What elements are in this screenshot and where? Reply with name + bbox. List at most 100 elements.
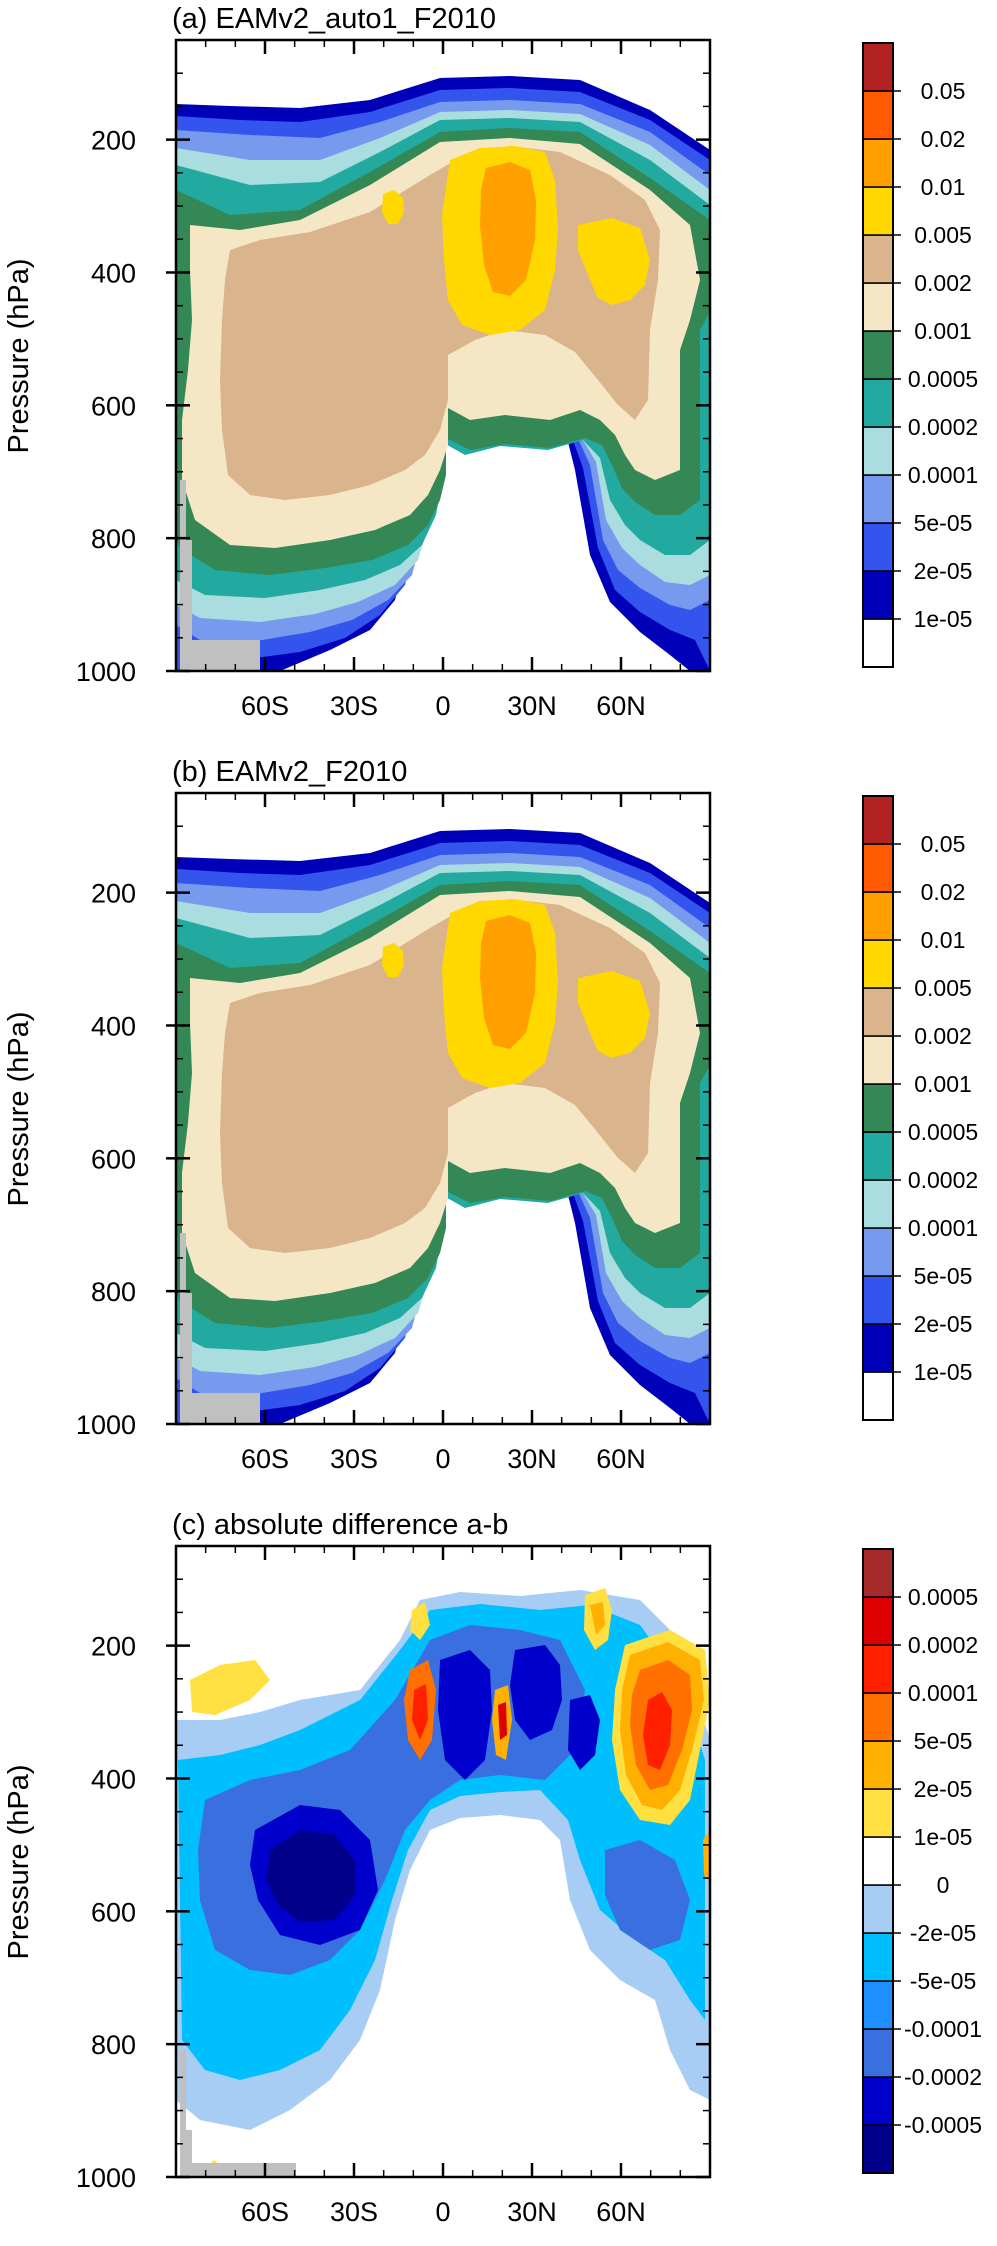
y-tick-label: 200: [91, 1632, 136, 1662]
panel-b-y-axis-label: Pressure (hPa): [3, 1011, 35, 1206]
contour-5e-03-nh: [578, 218, 650, 305]
panel-c: (c) absolute difference a-b: [3, 1509, 982, 2227]
colorbar-label: -0.0002: [904, 2064, 982, 2090]
colorbar-swatch: [862, 795, 894, 845]
colorbar-swatch: [862, 1035, 894, 1085]
y-tick-label: 1000: [76, 1410, 136, 1440]
diff-neg-navy-sh: [266, 1830, 355, 1922]
y-tick-label: 600: [91, 391, 136, 421]
colorbar-label: 0: [937, 1872, 950, 1898]
x-tick-label: 30N: [507, 2197, 557, 2227]
colorbar-label: 0.0005: [908, 1119, 978, 1145]
x-tick-label: 30N: [507, 1444, 557, 1474]
missing-data-mask: [180, 2050, 296, 2177]
colorbar-label: 2e-05: [914, 558, 973, 584]
contour-1e-02: [480, 915, 536, 1049]
panel-a-axes: 200 400 600 800 1000 60S 30S 0 30N 60N: [76, 40, 710, 721]
diff-pos-red-trop2: [498, 1702, 507, 1740]
colorbar-swatch: [862, 2124, 894, 2174]
y-tick-label: 200: [91, 879, 136, 909]
colorbar-swatch: [862, 1275, 894, 1325]
colorbar-swatch: [862, 426, 894, 476]
x-tick-label: 30S: [330, 691, 378, 721]
colorbar-label: 0.0001: [908, 1215, 978, 1241]
colorbar-label: 2e-05: [914, 1776, 973, 1802]
colorbar-swatch: [862, 330, 894, 380]
colorbar-swatch: [862, 843, 894, 893]
diff-pos-orange-edge: [703, 1830, 710, 1880]
panel-c-y-axis-label: Pressure (hPa): [3, 1764, 35, 1959]
colorbar-swatch: [862, 1644, 894, 1694]
colorbar-label: 0.0001: [908, 462, 978, 488]
colorbar-swatch: [862, 1932, 894, 1982]
colorbar-swatch: [862, 1227, 894, 1277]
y-tick-label: 400: [91, 1764, 136, 1794]
colorbar-swatch: [862, 1740, 894, 1790]
colorbar-swatch: [862, 891, 894, 941]
colorbar-label: 2e-05: [914, 1311, 973, 1337]
panel-a-title: (a) EAMv2_auto1_F2010: [172, 3, 496, 35]
colorbar-swatch: [862, 1836, 894, 1886]
panel-c-title: (c) absolute difference a-b: [172, 1509, 508, 1541]
colorbar-label: 5e-05: [914, 1263, 973, 1289]
colorbar-label: 0.001: [914, 318, 972, 344]
colorbar-label: 0.01: [921, 927, 966, 953]
panel-b-contours: [176, 829, 710, 1424]
colorbar-label: -2e-05: [910, 1920, 976, 1946]
y-tick-label: 600: [91, 1897, 136, 1927]
colorbar-label: 1e-05: [914, 606, 973, 632]
colorbar-label: 0.001: [914, 1071, 972, 1097]
missing-data-mask: [180, 480, 260, 671]
x-tick-label: 30N: [507, 691, 557, 721]
diff-pos-red-nh: [643, 1692, 672, 1770]
colorbar-label: 1e-05: [914, 1824, 973, 1850]
x-tick-label: 0: [435, 1444, 450, 1474]
panel-b-colorbar: 0.05 0.02 0.01 0.005 0.002 0.001 0.0005 0.0002 0…: [862, 795, 978, 1421]
colorbar-swatch: [862, 378, 894, 428]
colorbar-label: 0.05: [921, 78, 966, 104]
y-tick-label: 800: [91, 1277, 136, 1307]
contour-5e-03-sh: [382, 190, 404, 224]
y-tick-label: 1000: [76, 657, 136, 687]
colorbar-label: 0.0001: [908, 1680, 978, 1706]
panel-a-y-axis-label: Pressure (hPa): [3, 258, 35, 453]
colorbar-label: 0.0002: [908, 414, 978, 440]
colorbar-swatch: [862, 2076, 894, 2126]
diff-neg-dark-trop2: [510, 1645, 562, 1740]
colorbar-swatch: [862, 1179, 894, 1229]
colorbar-label: 0.01: [921, 174, 966, 200]
x-tick-label: 60S: [241, 2197, 289, 2227]
colorbar-frame: [862, 42, 894, 668]
colorbar-frame: [862, 1548, 894, 2174]
colorbar-swatch: [862, 138, 894, 188]
x-tick-label: 60S: [241, 1444, 289, 1474]
diff-pos-yellow-sh-upper: [190, 1660, 270, 1715]
panel-c-axes: 200 400 600 800 1000 60S 30S 0 30N 60N: [76, 1546, 710, 2227]
diff-pos-orange-30n: [590, 1602, 605, 1635]
colorbar-label: 5e-05: [914, 510, 973, 536]
contour-5e-03-nh: [578, 971, 650, 1058]
panel-c-contours: [176, 1588, 710, 2177]
colorbar-label: 0.0005: [908, 1584, 978, 1610]
diff-pos-red-trop1: [412, 1684, 428, 1740]
panel-a: (a) EAMv2_auto1_F2010 Pressure (hPa) 200…: [3, 3, 978, 721]
colorbar-swatch: [862, 282, 894, 332]
colorbar-swatch: [862, 90, 894, 140]
colorbar-swatch: [862, 1692, 894, 1742]
colorbar-label: 1e-05: [914, 1359, 973, 1385]
colorbar-label: -0.0001: [904, 2016, 982, 2042]
colorbar-swatch: [862, 186, 894, 236]
panel-b-axes: 200 400 600 800 1000 60S 30S 0 30N 60N: [76, 793, 710, 1474]
colorbar-swatch: [862, 570, 894, 620]
y-tick-label: 600: [91, 1144, 136, 1174]
y-tick-label: 800: [91, 524, 136, 554]
y-tick-label: 400: [91, 258, 136, 288]
panel-b-title: (b) EAMv2_F2010: [172, 756, 407, 788]
y-tick-label: 800: [91, 2030, 136, 2060]
colorbar-swatch: [862, 1884, 894, 1934]
colorbar-label: 0.02: [921, 126, 966, 152]
y-tick-label: 400: [91, 1011, 136, 1041]
colorbar-label: 0.005: [914, 975, 972, 1001]
colorbar-swatch: [862, 474, 894, 524]
